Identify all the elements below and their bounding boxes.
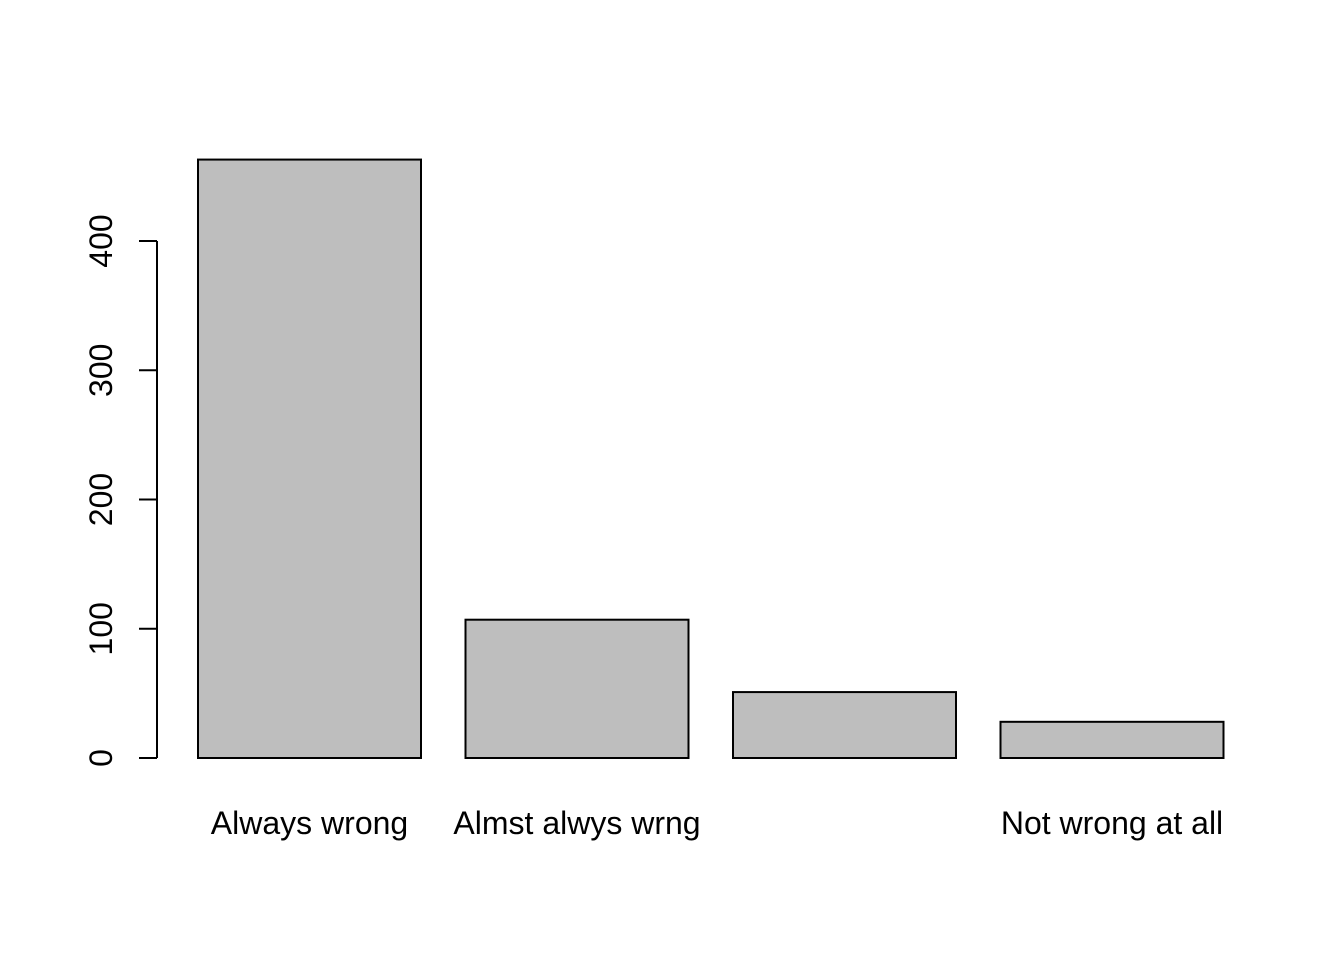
bar-3	[999, 720, 1225, 759]
y-tick-label-0: 0	[83, 749, 119, 767]
category-label-0: Always wrong	[211, 805, 408, 841]
category-label-3: Not wrong at all	[1001, 805, 1223, 841]
bar-0	[197, 158, 422, 759]
bars-group	[197, 158, 1225, 760]
x-labels-group: Always wrong Almst alwys wrng Not wrong at…	[211, 805, 1223, 841]
y-tick-label-1: 100	[83, 602, 119, 655]
category-label-1: Almst alwys wrng	[453, 805, 700, 841]
y-ticks-group: 0 100 200 300 400	[83, 214, 157, 767]
bar-2	[732, 691, 957, 760]
y-tick-label-4: 400	[83, 214, 119, 267]
y-tick-label-3: 300	[83, 344, 119, 397]
bar-1	[464, 618, 690, 760]
y-tick-label-2: 200	[83, 473, 119, 526]
